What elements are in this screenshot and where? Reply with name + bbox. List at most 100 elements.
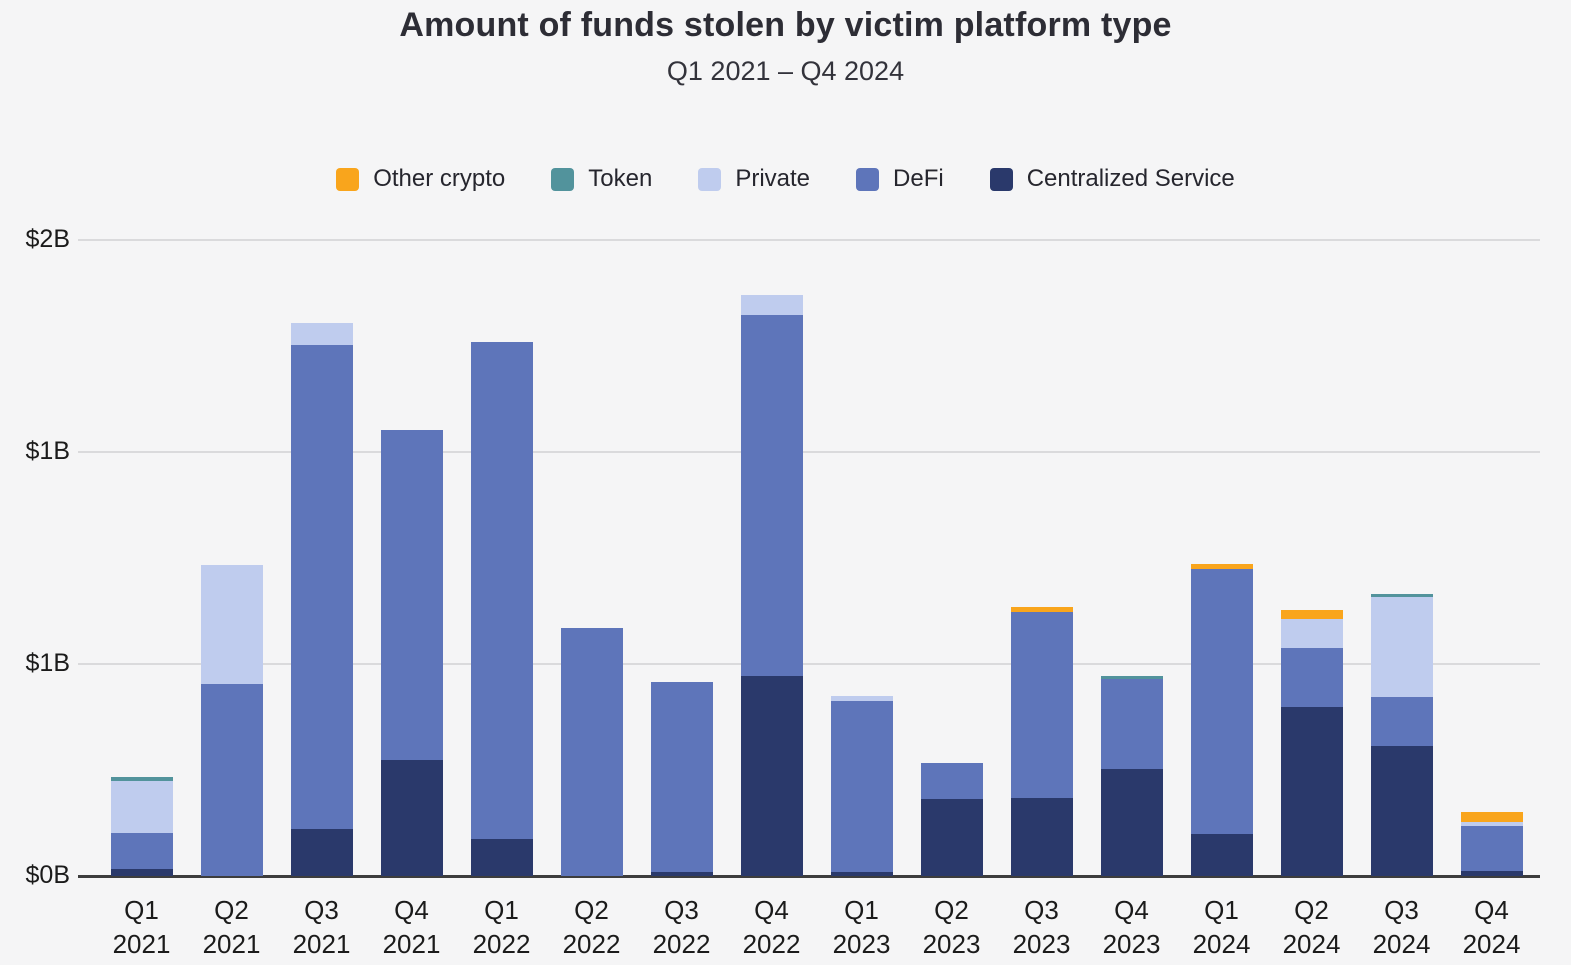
gridline bbox=[78, 451, 1540, 453]
x-tick-label: Q3 2023 bbox=[1012, 895, 1071, 959]
bar-segment-other-crypto bbox=[1460, 811, 1523, 822]
x-tick-label: Q1 2023 bbox=[832, 895, 891, 959]
bar-segment-defi bbox=[380, 429, 443, 760]
gridline bbox=[78, 663, 1540, 665]
bar-segment-defi bbox=[290, 345, 353, 830]
bar-segment-defi bbox=[650, 682, 713, 873]
legend-item-private: Private bbox=[698, 165, 810, 193]
y-tick-label: $1B bbox=[25, 437, 70, 465]
bar-stack-q3-2021 bbox=[290, 323, 353, 876]
bar-segment-token bbox=[1370, 594, 1433, 598]
bar-stack-q4-2023 bbox=[1100, 676, 1163, 876]
bar-segment-centralized-service bbox=[830, 872, 893, 876]
bar-segment-token bbox=[1100, 676, 1163, 680]
x-tick-label: Q2 2021 bbox=[202, 895, 261, 959]
x-tick-label: Q2 2022 bbox=[562, 895, 621, 959]
bar-segment-centralized-service bbox=[740, 675, 803, 876]
x-tick-label: Q3 2022 bbox=[652, 895, 711, 959]
bar-segment-defi bbox=[830, 701, 893, 873]
y-tick-label: $0B bbox=[25, 861, 70, 889]
x-tick-label: Q4 2023 bbox=[1102, 895, 1161, 959]
bar-segment-token bbox=[110, 776, 173, 782]
bar-segment-centralized-service bbox=[1010, 797, 1073, 876]
chart-subtitle: Q1 2021 – Q4 2024 bbox=[666, 56, 905, 86]
legend-item-other-crypto: Other crypto bbox=[336, 165, 505, 193]
bar-segment-private bbox=[830, 696, 893, 702]
bar-segment-other-crypto bbox=[1010, 607, 1073, 612]
bar-stack-q3-2024 bbox=[1370, 594, 1433, 876]
legend: Other crypto Token Private DeFi Centralized … bbox=[0, 165, 1571, 193]
bar-segment-centralized-service bbox=[1280, 706, 1343, 876]
legend-swatch-token-icon bbox=[551, 167, 575, 191]
legend-swatch-private-icon bbox=[698, 167, 722, 191]
bar-segment-defi bbox=[1190, 569, 1253, 835]
bar-stack-q4-2021 bbox=[380, 429, 443, 876]
x-tick-label: Q3 2024 bbox=[1372, 895, 1431, 959]
x-tick-label: Q4 2021 bbox=[382, 895, 441, 959]
legend-label-defi: DeFi bbox=[893, 165, 944, 192]
bar-stack-q1-2021 bbox=[110, 776, 173, 876]
bar-segment-centralized-service bbox=[920, 798, 983, 876]
gridline bbox=[78, 239, 1540, 241]
bar-segment-private bbox=[740, 295, 803, 316]
bar-stack-q2-2024 bbox=[1280, 610, 1343, 876]
bar-segment-defi bbox=[920, 762, 983, 799]
bar-segment-other-crypto bbox=[1280, 610, 1343, 620]
bar-stack-q1-2023 bbox=[830, 696, 893, 876]
bar-stack-q3-2022 bbox=[650, 682, 713, 876]
x-tick-label: Q1 2022 bbox=[472, 895, 531, 959]
bar-segment-centralized-service bbox=[1370, 745, 1433, 876]
legend-label-centralized-service: Centralized Service bbox=[1026, 165, 1235, 192]
bar-stack-q2-2023 bbox=[920, 762, 983, 876]
legend-swatch-defi-icon bbox=[856, 167, 880, 191]
legend-item-token: Token bbox=[551, 165, 652, 193]
legend-label-token: Token bbox=[588, 165, 653, 192]
bar-segment-private bbox=[1460, 821, 1523, 826]
bar-segment-centralized-service bbox=[1100, 769, 1163, 876]
legend-swatch-centralized-service-icon bbox=[989, 167, 1013, 191]
x-tick-label: Q1 2024 bbox=[1192, 895, 1251, 959]
x-tick-label: Q1 2021 bbox=[112, 895, 171, 959]
bar-segment-centralized-service bbox=[1190, 834, 1253, 876]
x-tick-label: Q3 2021 bbox=[292, 895, 351, 959]
bar-segment-defi bbox=[1280, 647, 1343, 707]
bar-segment-private bbox=[200, 565, 263, 685]
bar-stack-q2-2021 bbox=[200, 565, 263, 876]
bar-stack-q2-2022 bbox=[560, 627, 623, 876]
x-axis-line bbox=[78, 875, 1540, 878]
bar-stack-q4-2024 bbox=[1460, 811, 1523, 876]
bar-segment-centralized-service bbox=[110, 869, 173, 876]
bar-segment-private bbox=[1370, 597, 1433, 698]
x-tick-label: Q2 2024 bbox=[1282, 895, 1341, 959]
bar-stack-q1-2024 bbox=[1190, 563, 1253, 876]
bar-segment-defi bbox=[470, 342, 533, 840]
bar-segment-defi bbox=[740, 315, 803, 676]
x-tick-label: Q2 2023 bbox=[922, 895, 981, 959]
bar-segment-defi bbox=[1010, 611, 1073, 798]
legend-label-other-crypto: Other crypto bbox=[373, 165, 506, 192]
bar-segment-private bbox=[1280, 619, 1343, 648]
bar-segment-defi bbox=[1460, 825, 1523, 871]
chart-title: Amount of funds stolen by victim platfor… bbox=[399, 6, 1172, 44]
bar-segment-defi bbox=[1100, 679, 1163, 770]
bar-segment-private bbox=[290, 323, 353, 346]
bar-stack-q1-2022 bbox=[470, 342, 533, 876]
bar-segment-centralized-service bbox=[380, 759, 443, 876]
bar-segment-defi bbox=[110, 833, 173, 870]
bar-segment-defi bbox=[200, 684, 263, 876]
bar-stack-q3-2023 bbox=[1010, 607, 1073, 876]
legend-item-centralized-service: Centralized Service bbox=[989, 165, 1235, 193]
bar-segment-centralized-service bbox=[470, 839, 533, 876]
x-tick-label: Q4 2022 bbox=[742, 895, 801, 959]
bar-segment-centralized-service bbox=[1460, 870, 1523, 876]
x-tick-label: Q4 2024 bbox=[1462, 895, 1521, 959]
y-tick-label: $1B bbox=[25, 649, 70, 677]
bar-stack-q4-2022 bbox=[740, 295, 803, 876]
bar-segment-private bbox=[110, 781, 173, 834]
bar-segment-centralized-service bbox=[290, 829, 353, 876]
y-tick-label: $2B bbox=[25, 225, 70, 253]
legend-label-private: Private bbox=[735, 165, 811, 192]
legend-item-defi: DeFi bbox=[856, 165, 944, 193]
